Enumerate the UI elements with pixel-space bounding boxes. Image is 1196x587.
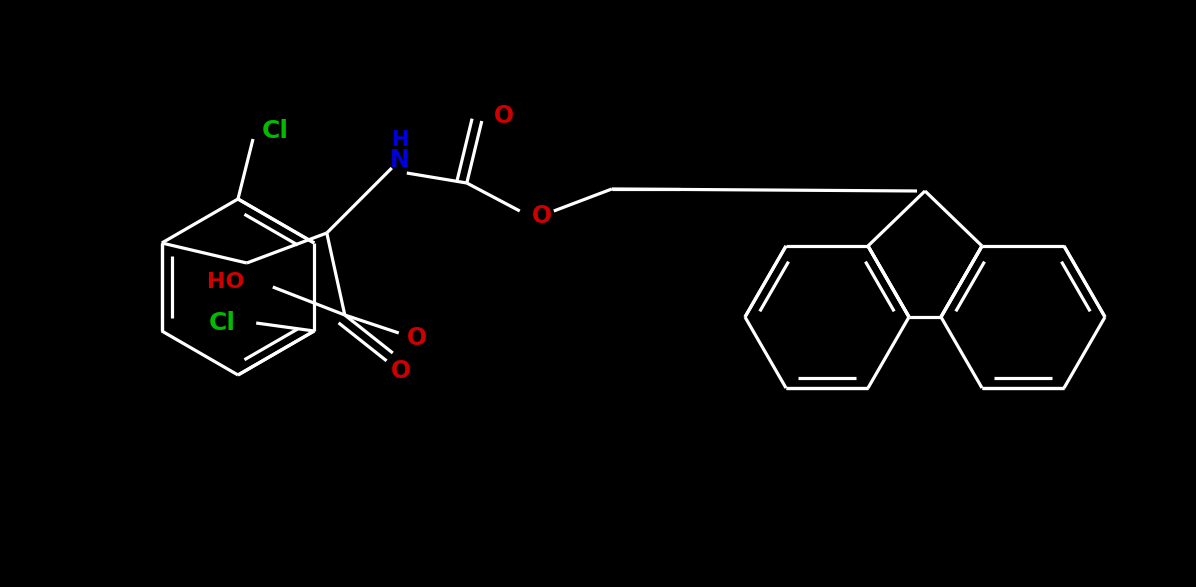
Text: O: O [532, 204, 551, 228]
Text: Cl: Cl [209, 311, 237, 335]
Text: Cl: Cl [262, 119, 288, 143]
Text: H: H [391, 130, 409, 150]
Text: O: O [407, 326, 427, 350]
Text: O: O [494, 104, 514, 128]
Text: O: O [391, 359, 411, 383]
Text: N: N [390, 148, 410, 172]
Text: HO: HO [207, 272, 245, 292]
